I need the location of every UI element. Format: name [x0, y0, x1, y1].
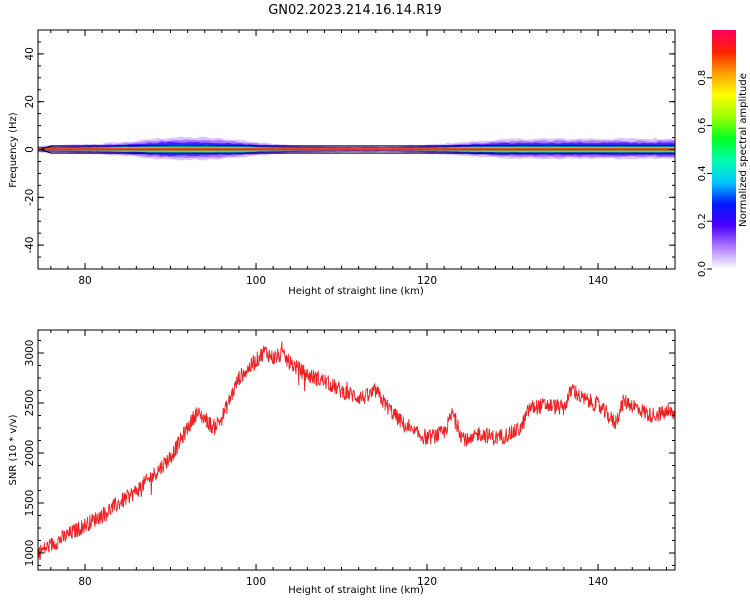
snr-x-axis-label: Height of straight line (km): [288, 585, 424, 596]
colorbar-tick-label: 0.6: [697, 118, 708, 134]
snr-x-tick-label: 140: [588, 576, 608, 588]
colorbar-tick-label: 0.8: [697, 70, 708, 86]
colorbar-label: Normalized spectral amplitude: [738, 73, 749, 227]
snr-x-tick-label: 80: [78, 576, 91, 588]
spectrogram-contour-line: [40, 145, 675, 154]
spectrogram-y-tick-label: 0: [24, 146, 36, 153]
colorbar: 0.0 0.2 0.4 0.6 0.8 Normalized spectral ampl…: [697, 30, 749, 277]
spectrogram-y-tick-label: 40: [24, 47, 36, 60]
spectrogram-x-tick-label: 100: [246, 275, 266, 287]
spectrogram-y-tick-label: -20: [24, 189, 36, 206]
snr-y-tick-label: 2000: [24, 440, 36, 467]
spectrogram-y-tick-label: 20: [24, 95, 36, 108]
spectrogram-y-tick-label: -40: [24, 237, 36, 254]
snr-x-tick-label: 100: [246, 576, 266, 588]
spectrogram-x-tick-label: 140: [588, 275, 608, 287]
colorbar-tick-label: 0.4: [697, 165, 708, 181]
snr-series-line: [38, 341, 675, 560]
spectrogram-x-axis-label: Height of straight line (km): [288, 286, 424, 297]
snr-x-tick-label: 120: [417, 576, 437, 588]
spectrogram-x-tick-label: 120: [417, 275, 437, 287]
colorbar-tick-label: 0.0: [697, 261, 708, 277]
snr-y-tick-label: 1500: [24, 490, 36, 517]
snr-y-tick-label: 1000: [24, 540, 36, 567]
snr-plot-area: [38, 330, 675, 570]
colorbar-tick-label: 0.2: [697, 213, 708, 229]
figure-title: GN02.2023.214.16.14.R19: [268, 3, 442, 18]
spectrogram-contour-band: [38, 148, 675, 151]
spectrogram-frame: [37, 29, 676, 270]
spectrogram-panel: 80 100 120 140 -40 -20 0 20 40 Height of straigh…: [8, 29, 676, 297]
colorbar-gradient: [712, 30, 736, 269]
snr-panel: 80 100 120 140 1000 1500 2000 2500 3000 Height o…: [8, 329, 676, 596]
snr-y-axis-label: SNR (10 * v/v): [8, 414, 19, 485]
spectrogram-y-axis-label: Frequency (Hz): [8, 112, 19, 188]
spectrogram-x-tick-label: 80: [78, 275, 91, 287]
snr-y-tick-label: 2500: [24, 390, 36, 417]
snr-frame: [37, 329, 676, 571]
snr-y-tick-label: 3000: [24, 340, 36, 367]
